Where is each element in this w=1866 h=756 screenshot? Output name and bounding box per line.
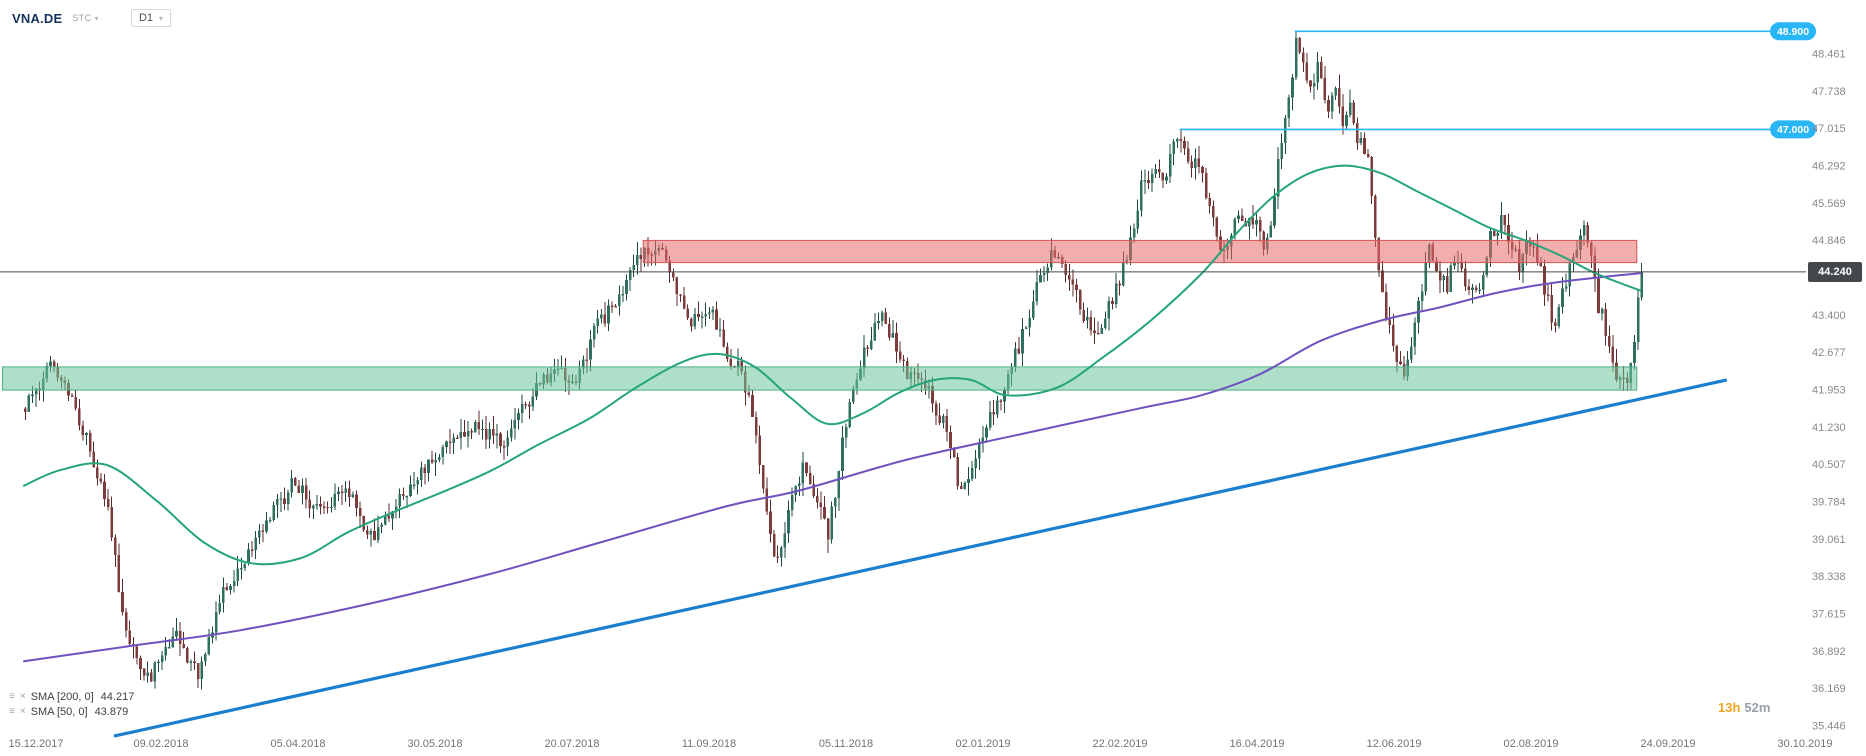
svg-text:09.02.2018: 09.02.2018 xyxy=(133,738,188,750)
indicator-label: SMA [200, 0] xyxy=(30,690,94,703)
svg-text:48.461: 48.461 xyxy=(1812,49,1846,61)
svg-text:22.02.2019: 22.02.2019 xyxy=(1092,738,1147,750)
resistance-zone[interactable] xyxy=(642,239,1638,264)
exchange-selector[interactable]: STC ▾ xyxy=(72,13,99,23)
indicator-label: SMA [50, 0] xyxy=(30,705,88,718)
svg-text:05.04.2018: 05.04.2018 xyxy=(270,738,325,750)
indicator-remove-icon[interactable]: × xyxy=(19,705,26,717)
symbol-label: VNA.DE xyxy=(12,10,63,26)
sma-line-50[interactable] xyxy=(23,164,1642,566)
indicator-settings-icon[interactable]: ≡ xyxy=(9,690,15,702)
svg-text:16.04.2019: 16.04.2019 xyxy=(1229,738,1284,750)
svg-text:11.09.2018: 11.09.2018 xyxy=(682,738,736,750)
svg-text:46.292: 46.292 xyxy=(1812,160,1846,172)
svg-text:47.738: 47.738 xyxy=(1812,86,1846,98)
svg-text:41.953: 41.953 xyxy=(1812,385,1846,397)
level-tag-48.900: 48.900 xyxy=(1770,22,1816,41)
svg-text:41.230: 41.230 xyxy=(1812,422,1846,434)
level-tag-47.000: 47.000 xyxy=(1770,120,1816,139)
svg-text:36.169: 36.169 xyxy=(1812,683,1846,695)
countdown-hours: 13h xyxy=(1718,700,1741,715)
svg-text:05.11.2018: 05.11.2018 xyxy=(819,738,873,750)
svg-text:20.07.2018: 20.07.2018 xyxy=(544,738,599,750)
svg-text:48.900: 48.900 xyxy=(1777,26,1809,38)
svg-text:45.569: 45.569 xyxy=(1812,198,1846,210)
support-zone[interactable] xyxy=(1,366,1638,391)
chart-header: VNA.DE STC ▾ D1 ▾ xyxy=(12,9,172,27)
sma-line-200[interactable] xyxy=(23,272,1642,663)
svg-text:47.000: 47.000 xyxy=(1777,124,1809,136)
trendline[interactable] xyxy=(113,378,1728,738)
svg-text:42.677: 42.677 xyxy=(1812,347,1846,359)
timeframe-dropdown[interactable]: D1 ▾ xyxy=(130,9,172,27)
svg-text:35.446: 35.446 xyxy=(1812,721,1846,733)
exchange-label: STC xyxy=(72,13,92,23)
indicator-row-sma50: ≡ × SMA [50, 0] 43.879 xyxy=(9,704,134,719)
svg-text:30.05.2018: 30.05.2018 xyxy=(407,738,462,750)
svg-text:02.01.2019: 02.01.2019 xyxy=(955,738,1010,750)
current-price-value: 44.240 xyxy=(1818,266,1852,278)
countdown-minutes: 52m xyxy=(1744,700,1771,715)
svg-text:02.08.2019: 02.08.2019 xyxy=(1503,738,1558,750)
x-axis-labels: 15.12.2017 09.02.2018 05.04.2018 30.05.2018… xyxy=(8,738,1832,750)
svg-text:39.061: 39.061 xyxy=(1812,534,1846,546)
indicator-settings-icon[interactable]: ≡ xyxy=(9,705,15,717)
candle-countdown: 13h 52m xyxy=(1718,700,1770,715)
indicator-legend: ≡ × SMA [200, 0] 44.217 ≡ × SMA [50, 0] … xyxy=(9,689,134,719)
svg-text:44.846: 44.846 xyxy=(1812,235,1846,247)
chevron-down-icon: ▾ xyxy=(94,13,99,23)
current-price-tag: 44.240 xyxy=(1808,262,1862,282)
chevron-down-icon: ▾ xyxy=(159,13,164,23)
indicator-remove-icon[interactable]: × xyxy=(19,690,26,702)
indicator-row-sma200: ≡ × SMA [200, 0] 44.217 xyxy=(9,689,134,704)
timeframe-label: D1 xyxy=(138,12,154,24)
svg-text:15.12.2017: 15.12.2017 xyxy=(8,738,63,750)
svg-text:39.784: 39.784 xyxy=(1812,497,1846,509)
svg-text:37.615: 37.615 xyxy=(1812,609,1846,621)
svg-text:38.338: 38.338 xyxy=(1812,571,1846,583)
svg-text:43.400: 43.400 xyxy=(1812,310,1846,322)
svg-text:40.507: 40.507 xyxy=(1812,459,1846,471)
indicator-value: 44.217 xyxy=(100,690,135,703)
svg-text:47.015: 47.015 xyxy=(1812,123,1846,135)
indicator-value: 43.879 xyxy=(94,705,129,718)
y-axis-labels: 48.461 47.738 47.015 46.292 45.569 44.846 43.4… xyxy=(1812,49,1846,733)
svg-text:12.06.2019: 12.06.2019 xyxy=(1366,738,1421,750)
svg-text:24.09.2019: 24.09.2019 xyxy=(1640,738,1695,750)
svg-text:30.10.2019: 30.10.2019 xyxy=(1777,738,1832,750)
svg-text:36.892: 36.892 xyxy=(1812,646,1846,658)
